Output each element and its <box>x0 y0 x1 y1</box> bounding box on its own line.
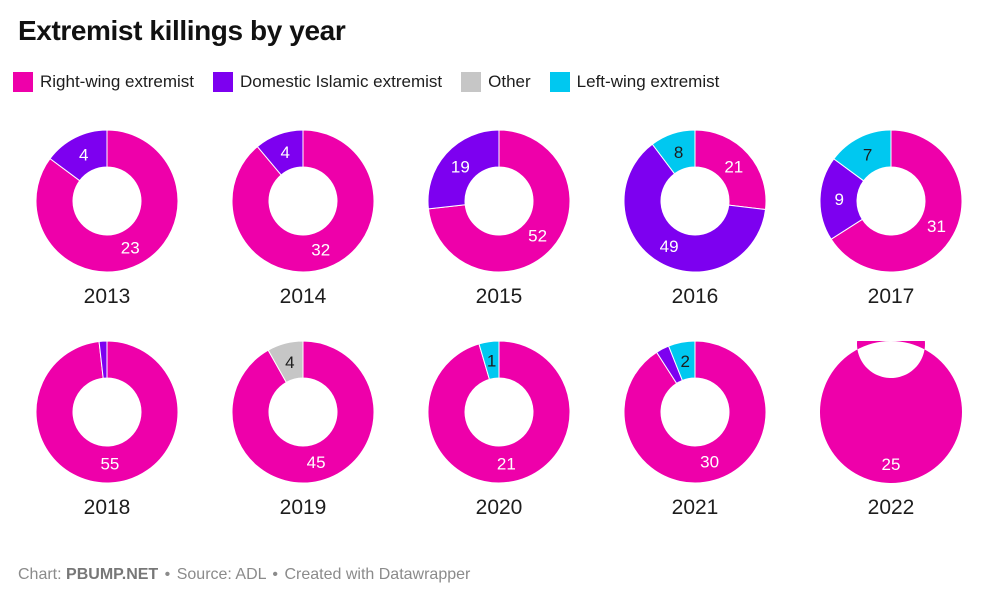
legend-swatch-other <box>461 72 482 92</box>
donut-chart-2020: 21 1 <box>428 341 570 483</box>
footer-source-label: Source: <box>176 566 232 583</box>
legend-label: Other <box>488 72 531 91</box>
year-label-2019: 2019 <box>279 496 327 519</box>
year-label-2013: 2013 <box>83 285 131 308</box>
legend-item-domestic-islamic-extremist: Domestic Islamic extremist <box>213 72 442 92</box>
slice-value-label: 45 <box>307 453 326 472</box>
chart-title: Extremist killings by year <box>18 15 346 46</box>
slice-value-label: 32 <box>311 241 330 260</box>
slice-2021-left-wing-extremist <box>668 341 696 381</box>
year-label-2020: 2020 <box>475 496 523 519</box>
slice-2022-right-wing-extremist <box>820 341 962 483</box>
donut-cell-2019: 45 4 2019 <box>205 341 401 520</box>
donut-cell-2016: 21 49 8 2016 <box>597 130 793 309</box>
slice-2013-right-wing-extremist <box>36 130 178 272</box>
slice-2014-right-wing-extremist <box>232 130 374 272</box>
slice-2015-domestic-islamic-extremist <box>428 130 500 210</box>
legend-label: Left-wing extremist <box>576 72 720 91</box>
legend-swatch-right-wing-extremist <box>13 72 33 92</box>
slice-value-label: 4 <box>285 353 294 372</box>
slice-value-label: 4 <box>79 146 88 165</box>
donut-chart-2021: 30 2 <box>624 341 766 483</box>
slice-2016-domestic-islamic-extremist <box>624 143 766 272</box>
slice-2014-domestic-islamic-extremist <box>256 130 304 176</box>
footer-datawrapper-credit[interactable]: Created with Datawrapper <box>284 566 471 583</box>
footer-chart-label: Chart: <box>18 566 62 583</box>
year-label-2017: 2017 <box>867 285 915 308</box>
donut-cell-2014: 32 4 2014 <box>205 130 401 309</box>
year-label-2022: 2022 <box>867 496 915 519</box>
slice-2019-right-wing-extremist <box>232 341 374 483</box>
donut-chart-2015: 52 19 <box>428 130 570 272</box>
slice-value-label: 9 <box>834 190 843 209</box>
slice-value-label: 49 <box>660 237 679 256</box>
donut-chart-2014: 32 4 <box>232 130 374 272</box>
donut-cell-2017: 31 9 7 2017 <box>793 130 989 309</box>
slice-value-label: 19 <box>451 157 470 176</box>
donut-chart-2016: 21 49 8 <box>624 130 766 272</box>
donut-chart-2013: 23 4 <box>36 130 178 272</box>
slice-value-label: 52 <box>528 227 547 246</box>
donut-cell-2015: 52 19 2015 <box>401 130 597 309</box>
slice-2020-left-wing-extremist <box>478 341 500 380</box>
slice-value-label: 2 <box>680 352 689 371</box>
slice-2013-domestic-islamic-extremist <box>49 130 108 182</box>
donut-cell-2018: 55 2018 <box>9 341 205 520</box>
slice-2016-left-wing-extremist <box>651 130 696 175</box>
slice-2020-right-wing-extremist <box>428 341 570 483</box>
slice-value-label: 1 <box>487 352 496 371</box>
slice-2019-other <box>267 341 304 383</box>
year-label-2021: 2021 <box>671 496 719 519</box>
slice-2016-right-wing-extremist <box>694 130 766 211</box>
donut-cell-2021: 30 2 2021 <box>597 341 793 520</box>
slice-value-label: 23 <box>121 238 140 257</box>
footer-separator: • <box>272 566 279 583</box>
slice-value-label: 21 <box>724 158 743 177</box>
donut-cell-2020: 21 1 2020 <box>401 341 597 520</box>
legend-item-other: Other <box>461 72 531 92</box>
legend-label: Right-wing extremist <box>40 72 194 91</box>
slice-2018-right-wing-extremist <box>36 341 178 483</box>
footer-source: ADL <box>235 566 266 583</box>
legend-item-left-wing-extremist: Left-wing extremist <box>549 72 720 92</box>
legend: Right-wing extremist Domestic Islamic ext… <box>13 72 719 92</box>
slice-value-label: 21 <box>497 454 516 473</box>
slice-value-label: 55 <box>100 455 119 474</box>
legend-item-right-wing-extremist: Right-wing extremist <box>13 72 194 92</box>
charts-grid: 23 4 2013 32 4 2014 52 19 2015 21 49 8 2016 31 9 7 2017 5… <box>9 130 989 520</box>
donut-chart-2019: 45 4 <box>232 341 374 483</box>
legend-swatch-domestic-islamic-extremist <box>213 72 233 92</box>
slice-2015-right-wing-extremist <box>428 130 570 272</box>
donut-chart-2022: 25 <box>820 341 962 483</box>
legend-swatch-left-wing-extremist <box>549 72 570 92</box>
slice-value-label: 31 <box>927 217 946 236</box>
year-label-2014: 2014 <box>279 285 327 308</box>
slice-value-label: 25 <box>882 455 901 474</box>
slice-2021-right-wing-extremist <box>624 341 766 483</box>
donut-cell-2022: 25 2022 <box>793 341 989 520</box>
slice-2017-right-wing-extremist <box>830 130 962 272</box>
slice-2017-left-wing-extremist <box>833 130 892 182</box>
donut-chart-2017: 31 9 7 <box>820 130 962 272</box>
footer-chart-credit-link[interactable]: PBUMP.NET <box>66 566 159 583</box>
year-label-2015: 2015 <box>475 285 523 308</box>
year-label-2018: 2018 <box>83 496 131 519</box>
year-label-2016: 2016 <box>671 285 719 308</box>
donut-cell-2013: 23 4 2013 <box>9 130 205 309</box>
slice-2018-domestic-islamic-extremist <box>98 341 108 379</box>
slice-value-label: 4 <box>281 143 290 162</box>
slice-value-label: 8 <box>674 143 683 162</box>
slice-value-label: 7 <box>863 146 872 165</box>
footer-separator: • <box>164 566 171 583</box>
donut-chart-2018: 55 <box>36 341 178 483</box>
legend-label: Domestic Islamic extremist <box>240 72 443 91</box>
slice-value-label: 30 <box>700 453 719 472</box>
footer: Chart: PBUMP.NET • Source: ADL • Created… <box>18 566 470 584</box>
